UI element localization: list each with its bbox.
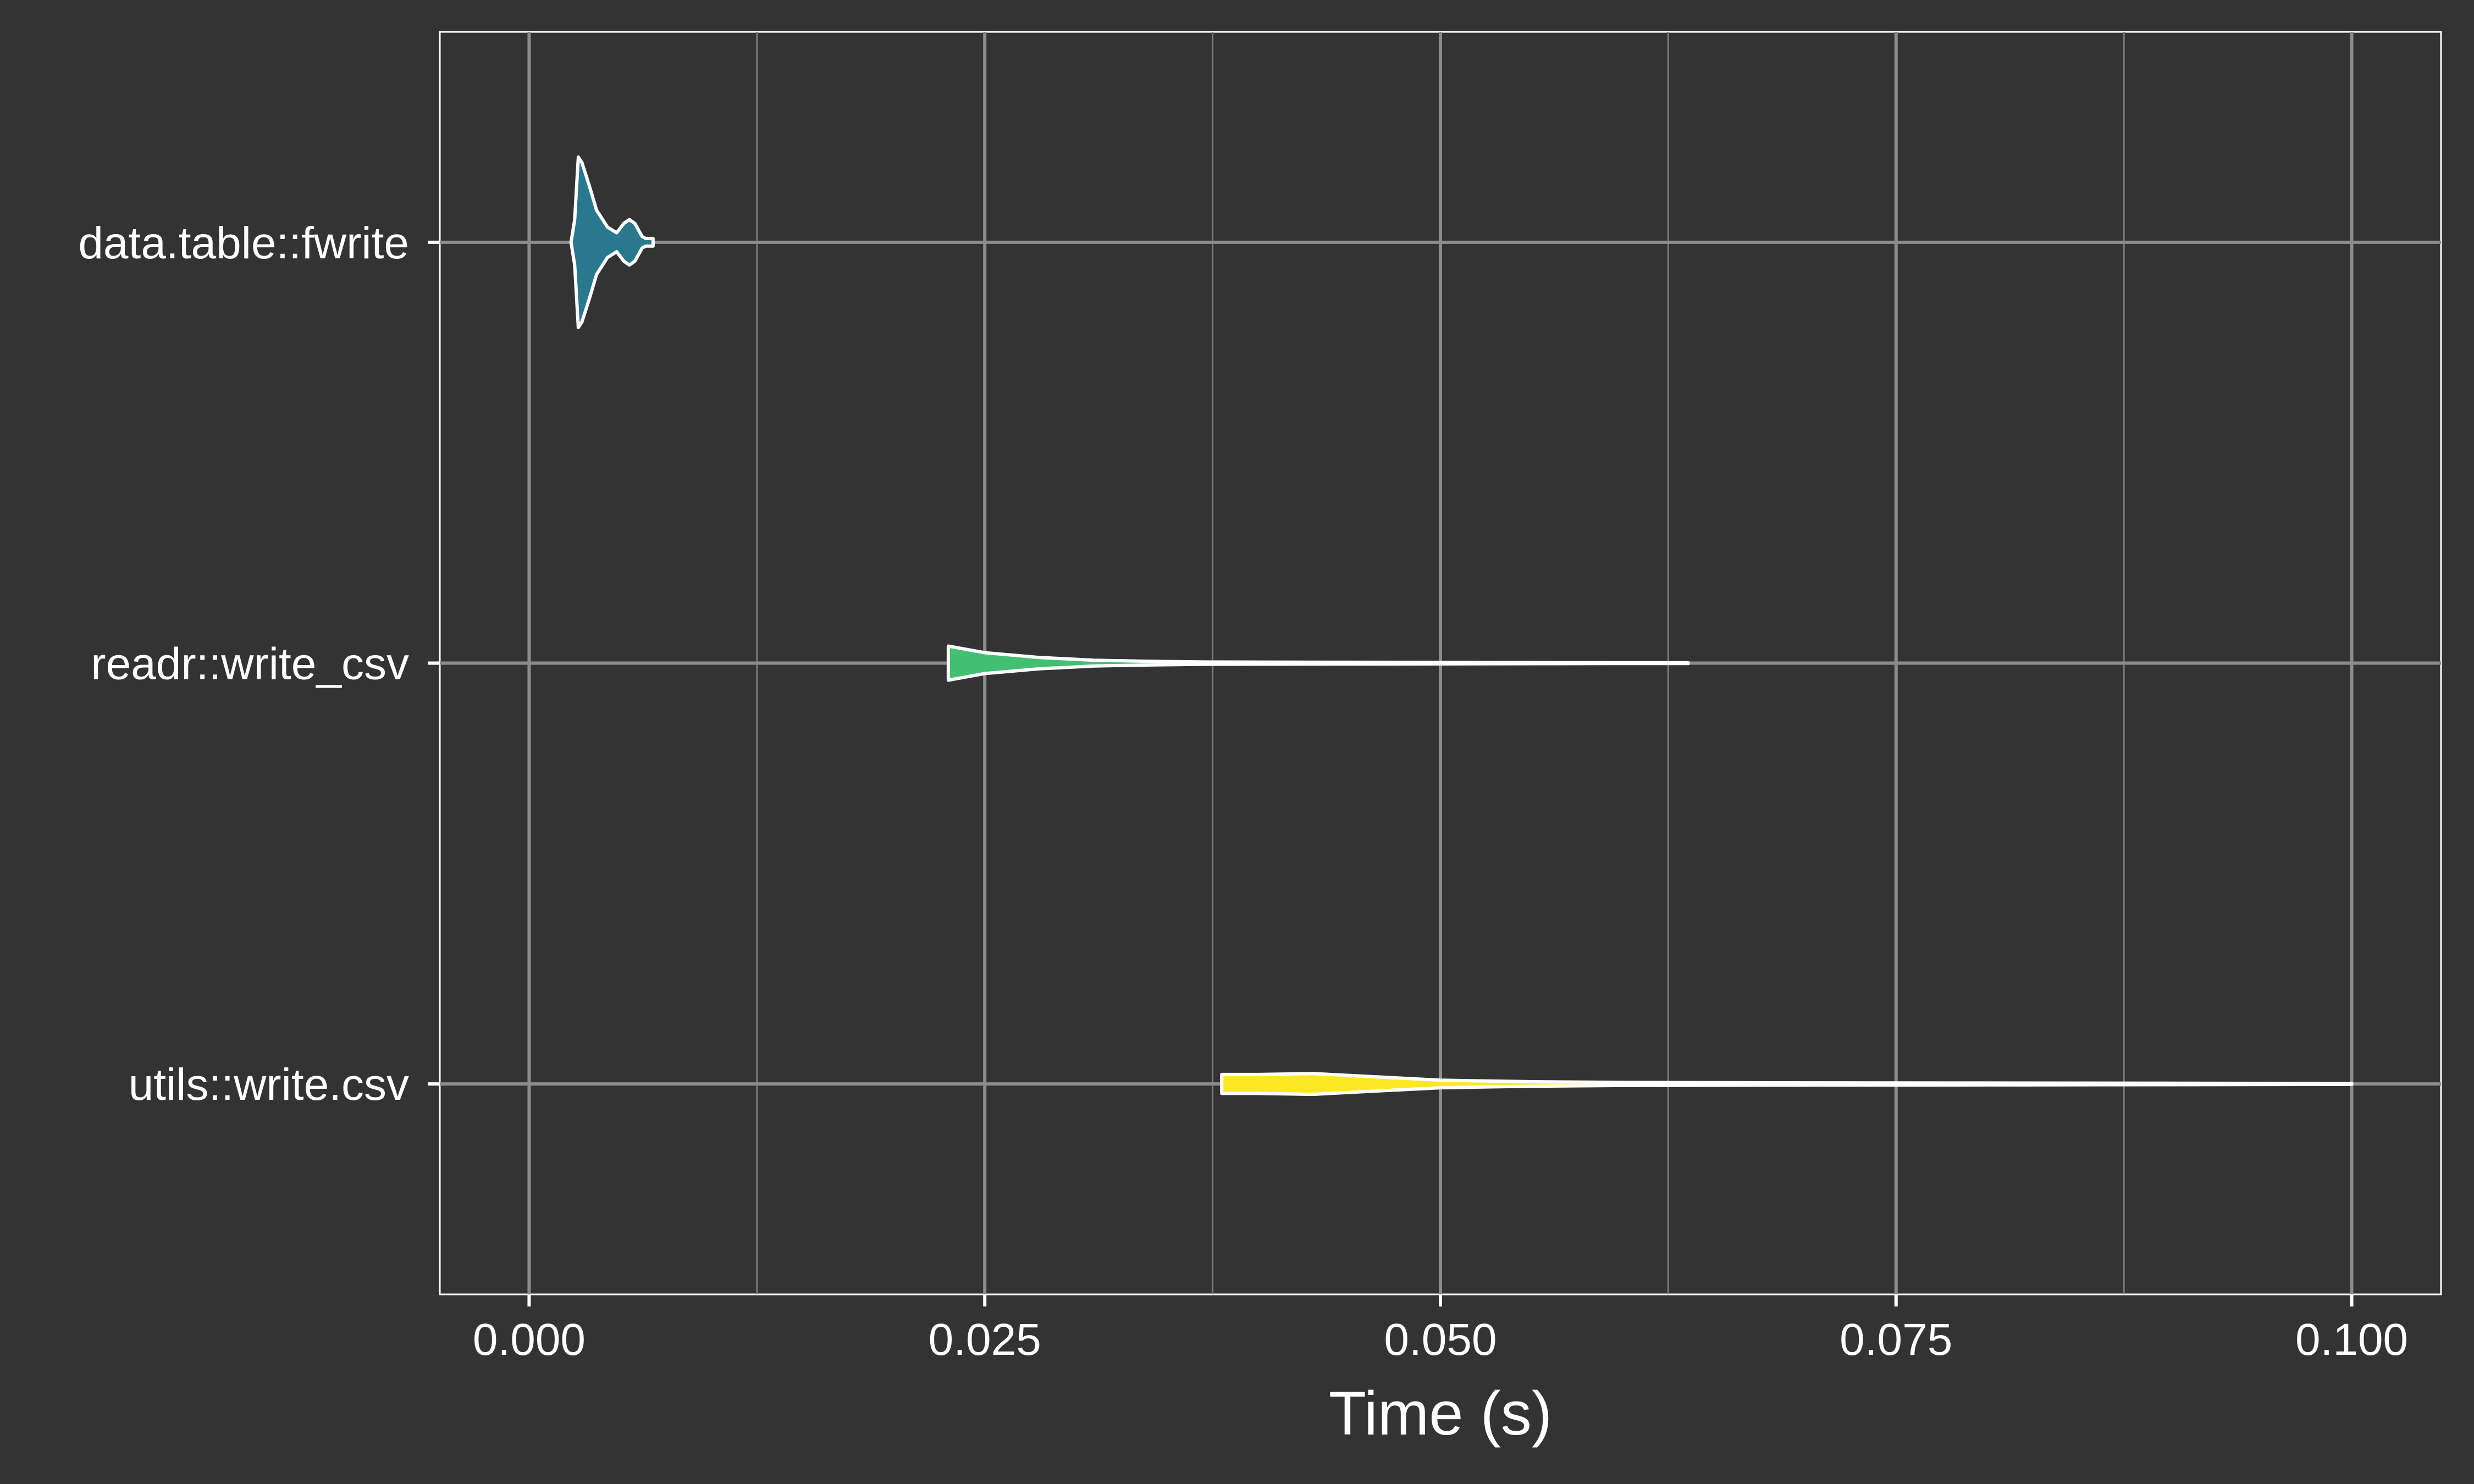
y-tick-label: readr::write_csv	[91, 639, 409, 689]
y-tick-label: utils::write.csv	[129, 1060, 409, 1110]
violins	[569, 155, 2354, 1097]
x-tick-label: 0.025	[929, 1315, 1041, 1365]
x-axis-title: Time (s)	[1329, 1379, 1552, 1448]
x-tick-label: 0.050	[1384, 1315, 1496, 1365]
y-axis: data.table::fwritereadr::write_csvutils:…	[78, 218, 440, 1110]
violin-2	[946, 644, 1690, 682]
x-tick-label: 0.000	[473, 1315, 586, 1365]
y-tick-label: data.table::fwrite	[78, 218, 409, 268]
x-tick-label: 0.075	[1840, 1315, 1952, 1365]
violin-3	[1220, 1072, 2354, 1097]
violin-1	[569, 155, 655, 329]
x-axis: 0.000 0.025 0.050 0.075 0.100	[473, 1294, 2408, 1365]
x-tick-label: 0.100	[2295, 1315, 2408, 1365]
